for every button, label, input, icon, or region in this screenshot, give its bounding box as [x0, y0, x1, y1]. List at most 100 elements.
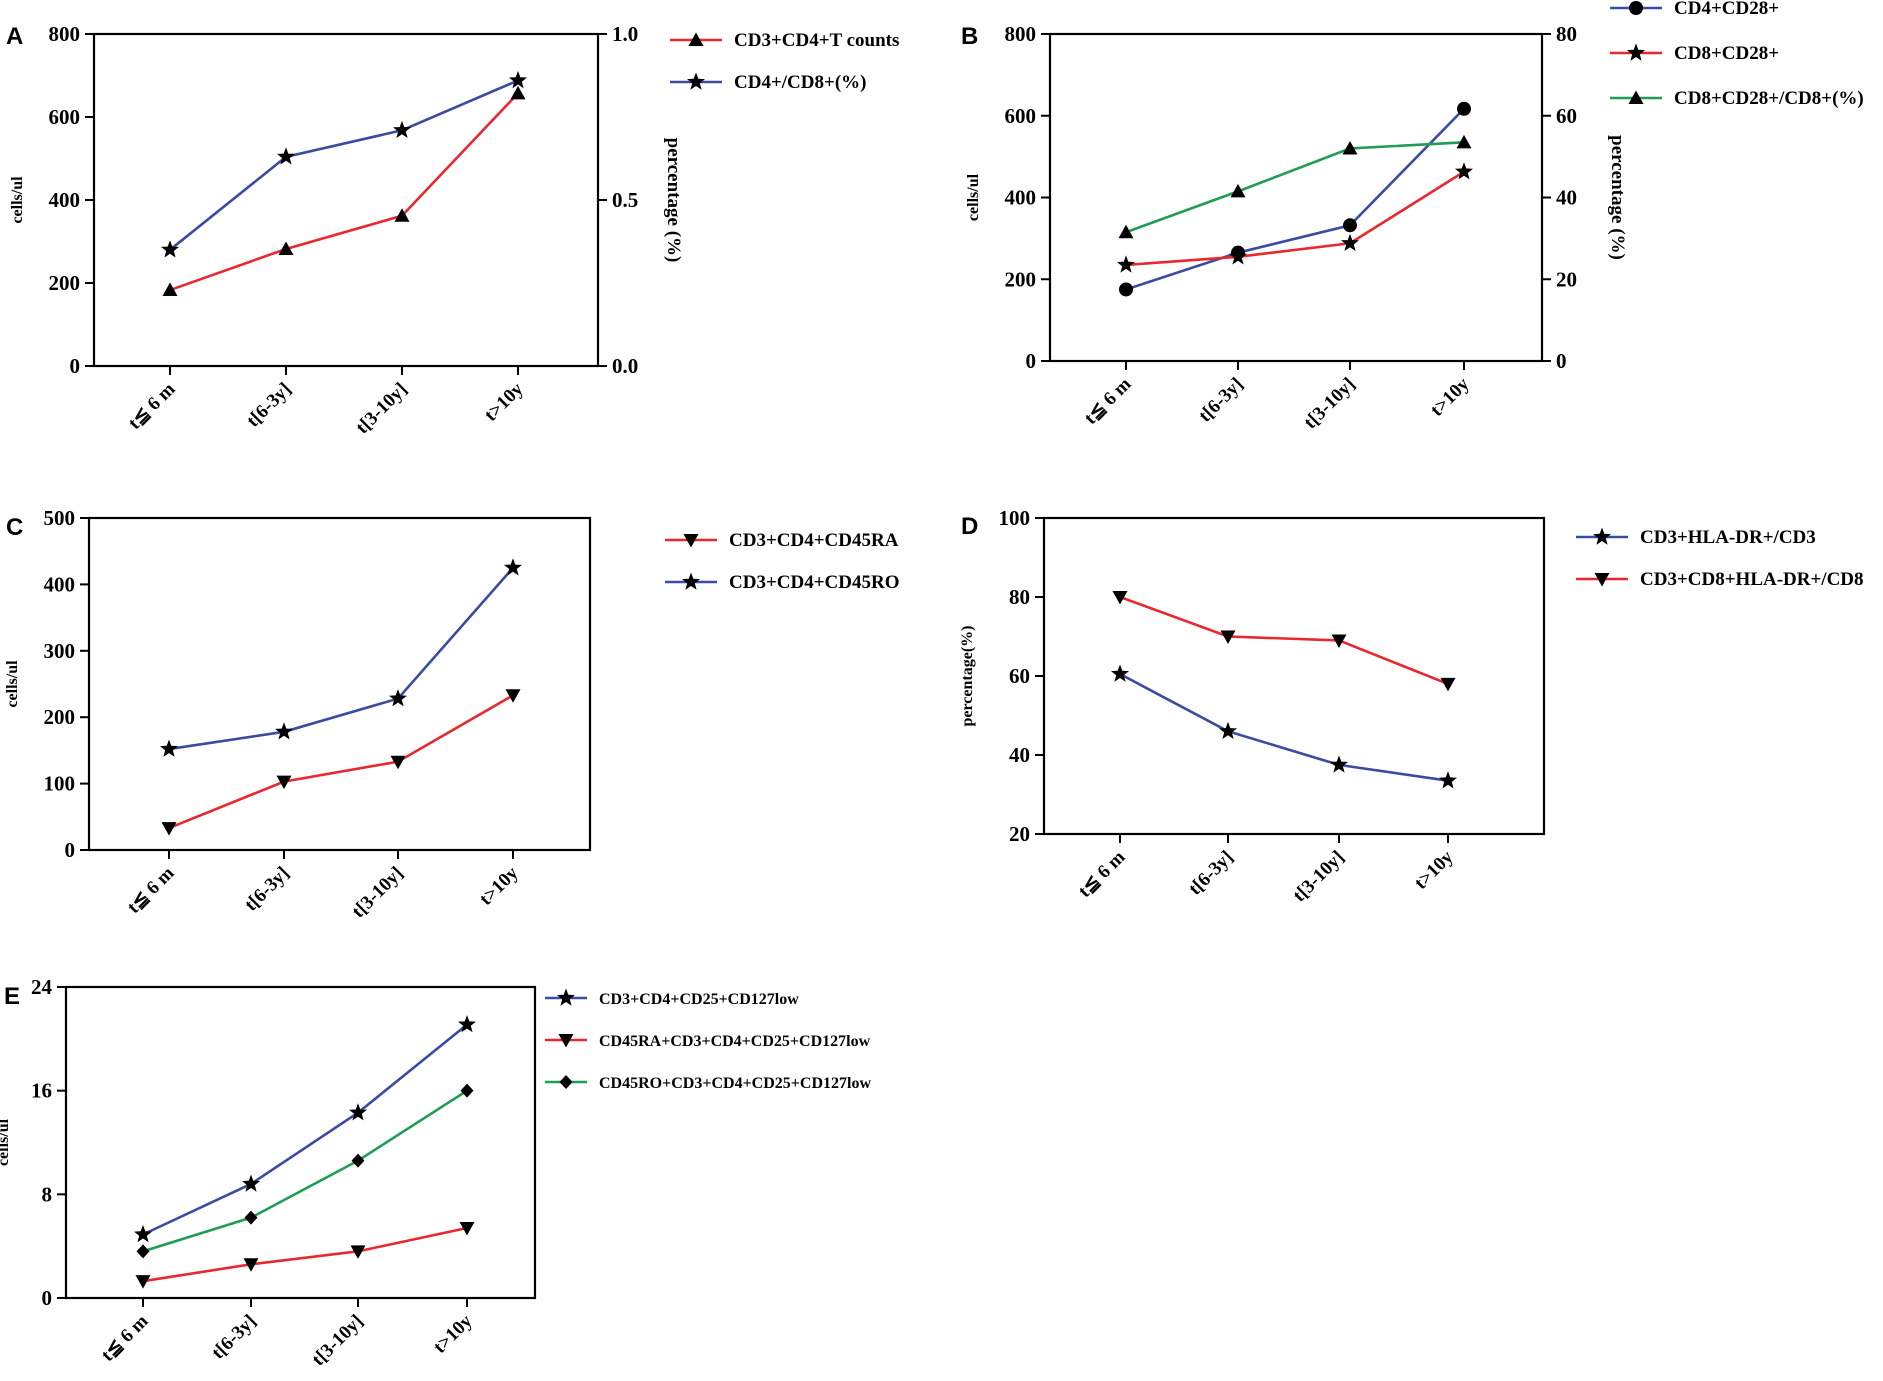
x-tick-label: t≦ 6 m: [123, 863, 178, 918]
data-point: [389, 689, 407, 707]
panel-letter: C: [6, 514, 23, 541]
series-line: [1125, 170, 1465, 267]
x-tick-label: t>10y: [1426, 373, 1473, 420]
data-point: [1229, 247, 1247, 265]
legend-marker: [1594, 573, 1610, 587]
y-tick-label: 8: [42, 1182, 53, 1206]
legend-label: CD45RO+CD3+CD4+CD25+CD127low: [599, 1075, 871, 1092]
plot-frame: [1048, 32, 1544, 363]
data-point: [136, 1244, 150, 1259]
y-tick-label: 60: [1009, 664, 1030, 688]
y-tick-label: 200: [49, 271, 81, 295]
y-axis-label: cells/ul: [965, 173, 982, 221]
x-tick-label: t[3-10y]: [1289, 847, 1349, 907]
series-line: [168, 694, 514, 830]
chart-panel-b: B 0 200 400 600 800 cells/ul 0 20 40 60 80 percentag…: [961, 0, 1864, 433]
y-tick-label: 800: [49, 22, 81, 46]
data-point: [134, 1225, 152, 1243]
series-line: [1125, 107, 1465, 291]
data-point: [1440, 677, 1456, 692]
y-tick-label: 200: [1005, 267, 1037, 291]
y-axis-label: cells/ul: [9, 176, 26, 224]
data-point: [1220, 630, 1236, 644]
plot-frame: [92, 32, 600, 368]
x-tick-label: t[3-10y]: [308, 1311, 368, 1371]
data-point: [1330, 755, 1348, 773]
legend-label: CD3+CD4+CD25+CD127low: [599, 991, 799, 1008]
series-line: [169, 79, 519, 251]
data-point: [243, 1258, 259, 1272]
legend-label: CD4+CD28+: [1674, 0, 1779, 19]
y-tick-label: 200: [44, 705, 76, 729]
data-point: [1343, 218, 1357, 233]
data-point: [275, 722, 293, 740]
series-line: [142, 1089, 468, 1253]
series-line: [169, 92, 519, 292]
y2-tick-label: 40: [1556, 186, 1577, 210]
legend-label: CD8+CD28+/CD8+(%): [1674, 88, 1864, 109]
y2-tick-label: 0: [1556, 349, 1567, 373]
legend-marker: [1593, 527, 1611, 545]
legend-marker: [1628, 90, 1644, 104]
data-point: [276, 775, 292, 790]
data-point: [1456, 134, 1472, 149]
y-tick-label: 800: [1005, 22, 1037, 46]
data-point: [1119, 282, 1133, 297]
x-tick-label: t[3-10y]: [352, 379, 412, 439]
panel-letter: A: [6, 23, 23, 50]
y-tick-label: 0: [1026, 349, 1037, 373]
y-axis-label: percentage(%): [959, 626, 976, 727]
data-point: [1439, 771, 1457, 789]
x-tick-label: t[3-10y]: [348, 863, 408, 923]
chart-panel-d: D 20 40 60 80 100 percentage(%) t≦ 6 m t[6-3y] t[…: [959, 506, 1864, 906]
data-point: [161, 822, 177, 836]
x-tick-label: t≦ 6 m: [97, 1311, 152, 1366]
chart-panel-c: C 0 100 200 300 400 500 cells/ul t≦ 6 m t[6-3y] t[…: [4, 506, 899, 922]
x-tick-label: t[6-3y]: [1185, 847, 1238, 900]
x-tick-label: t≦ 6 m: [1080, 374, 1135, 429]
panel-letter: B: [961, 23, 978, 50]
legend-marker: [682, 572, 700, 590]
legend-label: CD3+CD8+HLA-DR+/CD8: [1640, 569, 1864, 590]
legend-label: CD3+CD4+CD45RO: [729, 572, 899, 593]
plot-frame: [64, 985, 537, 1300]
legend-marker: [1629, 1, 1643, 15]
data-point: [509, 71, 527, 89]
legend-label: CD45RA+CD3+CD4+CD25+CD127low: [599, 1033, 871, 1050]
x-tick-label: t[6-3y]: [241, 863, 294, 916]
y-tick-label: 0: [70, 354, 81, 378]
data-point: [393, 120, 411, 138]
data-point: [1230, 183, 1246, 198]
x-tick-label: t[6-3y]: [243, 379, 296, 432]
y-tick-label: 20: [1009, 822, 1030, 846]
data-point: [510, 85, 526, 100]
data-point: [1341, 233, 1359, 251]
series-line: [168, 566, 514, 751]
data-point: [349, 1103, 367, 1121]
data-point: [390, 755, 406, 770]
y-tick-label: 80: [1009, 585, 1030, 609]
series-line: [1125, 141, 1465, 234]
data-point: [1117, 255, 1135, 273]
y2-tick-label: 0.5: [612, 188, 638, 212]
legend-marker: [559, 1075, 573, 1089]
y2-axis-label: percentage (%): [1607, 135, 1628, 260]
legend-label: CD4+/CD8+(%): [734, 72, 866, 93]
x-tick-label: t≦ 6 m: [124, 379, 179, 434]
data-point: [504, 558, 522, 576]
data-point: [160, 739, 178, 757]
data-point: [277, 147, 295, 165]
panel-letter: E: [4, 983, 20, 1010]
legend-marker: [558, 1034, 574, 1048]
legend-marker: [688, 32, 704, 46]
data-point: [1118, 224, 1134, 239]
series-line: [1119, 595, 1449, 686]
y2-tick-label: 80: [1556, 22, 1577, 46]
y-tick-label: 400: [49, 188, 81, 212]
data-point: [1112, 591, 1128, 605]
data-point: [162, 282, 178, 297]
data-point: [1219, 721, 1237, 739]
x-tick-label: t>10y: [429, 1310, 476, 1357]
data-point: [394, 208, 410, 222]
